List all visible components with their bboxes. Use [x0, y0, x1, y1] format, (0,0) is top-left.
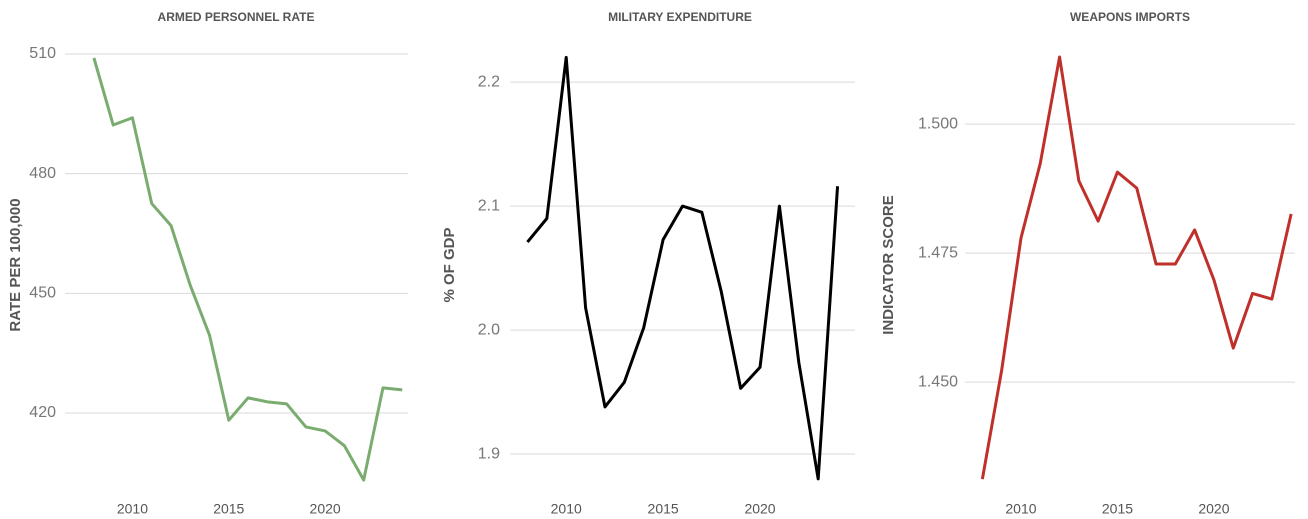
y-axis-label: % OF GDP: [441, 227, 458, 302]
data-line: [92, 57, 403, 482]
y-tick-label: 1.500: [918, 115, 958, 132]
x-tick-label: 2020: [310, 501, 341, 517]
x-tick-label: 2020: [744, 501, 775, 517]
x-tick-label: 2010: [1005, 501, 1036, 517]
data-line: [980, 55, 1293, 480]
chart-title: MILITARY EXPENDITURE: [608, 10, 752, 24]
y-tick-label: 2.2: [478, 73, 500, 90]
y-tick-label: 480: [29, 165, 56, 182]
y-tick-label: 510: [29, 45, 56, 62]
chart-title: WEAPONS IMPORTS: [1070, 10, 1190, 24]
y-tick-label: 1.450: [918, 373, 958, 390]
x-tick-label: 2010: [117, 501, 148, 517]
y-tick-label: 420: [29, 404, 56, 421]
x-tick-label: 2015: [213, 501, 244, 517]
x-tick-label: 2010: [551, 501, 582, 517]
data-line: [526, 55, 840, 481]
y-axis-label: INDICATOR SCORE: [880, 195, 897, 334]
x-tick-label: 2015: [648, 501, 679, 517]
x-tick-label: 2020: [1198, 501, 1229, 517]
x-tick-label: 2015: [1102, 501, 1133, 517]
y-tick-label: 1.475: [918, 244, 958, 261]
chart-title: ARMED PERSONNEL RATE: [158, 10, 315, 24]
y-axis-label: RATE PER 100,000: [7, 198, 24, 331]
y-tick-label: 2.1: [478, 197, 500, 214]
y-tick-label: 1.9: [478, 445, 500, 462]
y-tick-label: 2.0: [478, 321, 500, 338]
y-tick-label: 450: [29, 285, 56, 302]
